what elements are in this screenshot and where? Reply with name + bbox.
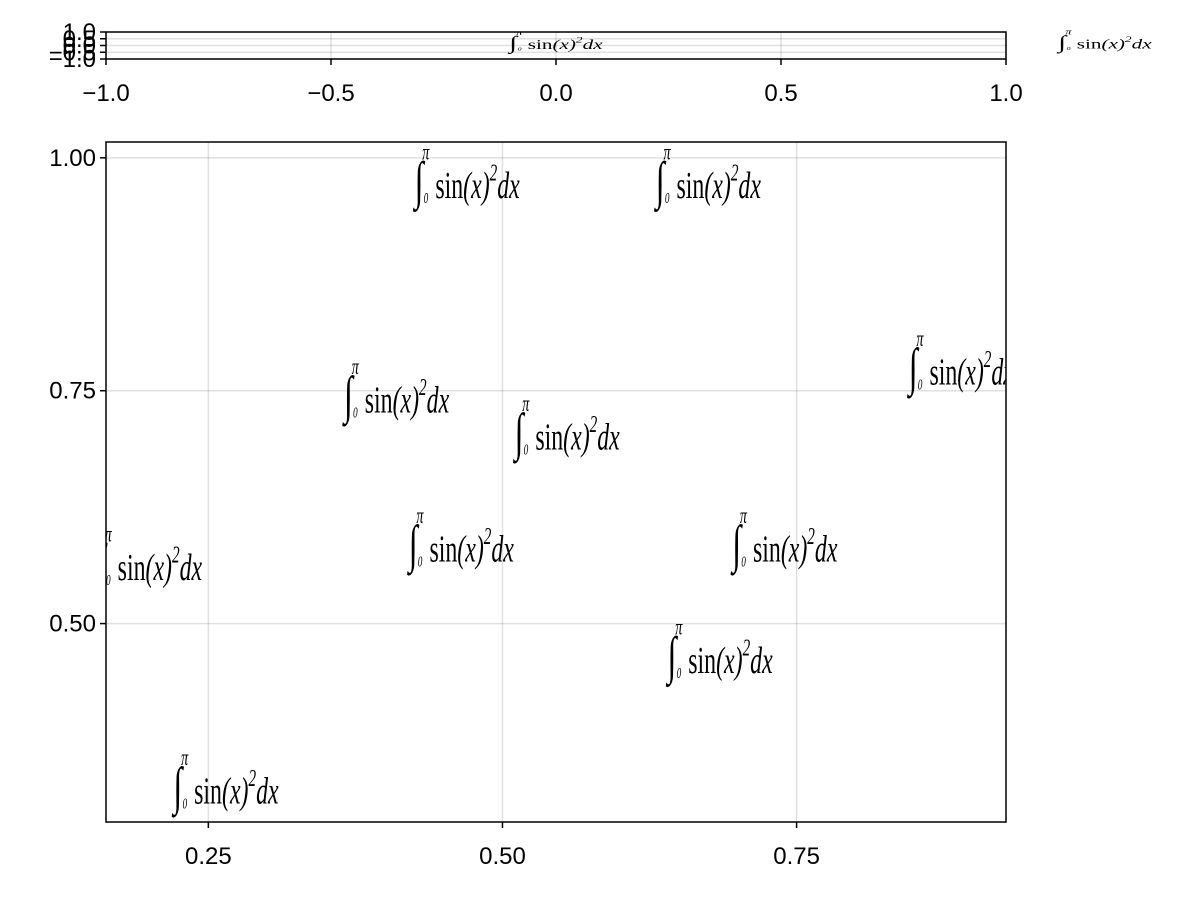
main-grid [106, 142, 1006, 822]
top-y-tick-label: 0.5 [63, 26, 96, 53]
svg-text:∫₀π sin(x)2dx: ∫₀π sin(x)2dx [412, 140, 519, 212]
main-y-tick-label: 1.00 [49, 145, 96, 172]
top-markers: ∫₀π sin(x)2dx [507, 29, 603, 54]
main-integral-marker: ∫₀π sin(x)2dx [665, 615, 772, 687]
top-integral-marker: ∫₀π sin(x)2dx [507, 29, 603, 54]
svg-text:∫₀π sin(x)2dx: ∫₀π sin(x)2dx [171, 746, 278, 818]
top-x-tick-label: −0.5 [307, 80, 354, 107]
svg-text:∫₀π sin(x)2dx: ∫₀π sin(x)2dx [906, 327, 1013, 399]
top-y-ticks: −1.0−0.50.00.51.0 [49, 19, 106, 73]
svg-text:∫₀π sin(x)2dx: ∫₀π sin(x)2dx [730, 504, 837, 576]
svg-text:∫₀π sin(x)2dx: ∫₀π sin(x)2dx [406, 504, 513, 576]
main-integral-marker: ∫₀π sin(x)2dx [412, 140, 519, 212]
main-integral-marker: ∫₀π sin(x)2dx [406, 504, 513, 576]
main-x-tick-label: 0.25 [185, 843, 232, 870]
main-integral-marker: ∫₀π sin(x)2dx [512, 392, 619, 464]
top-x-tick-label: 1.0 [989, 80, 1022, 107]
top-x-tick-label: 0.5 [764, 80, 797, 107]
main-integral-marker: ∫₀π sin(x)2dx [654, 140, 761, 212]
main-integral-marker: ∫₀π sin(x)2dx [95, 522, 202, 594]
top-y-tick-label: 0.0 [63, 33, 96, 60]
svg-text:∫₀π sin(x)2dx: ∫₀π sin(x)2dx [665, 615, 772, 687]
top-x-tick-label: 0.0 [539, 80, 572, 107]
main-integral-marker: ∫₀π sin(x)2dx [171, 746, 278, 818]
svg-text:∫₀π sin(x)2dx: ∫₀π sin(x)2dx [654, 140, 761, 212]
top-right-annotation: ∫₀π sin(x)2dx [1056, 29, 1152, 54]
svg-text:∫₀π sin(x)2dx: ∫₀π sin(x)2dx [1056, 29, 1152, 54]
main-integral-marker: ∫₀π sin(x)2dx [730, 504, 837, 576]
main-x-tick-label: 0.75 [773, 843, 820, 870]
main-markers: ∫₀π sin(x)2dx ∫₀π sin(x)2dx ∫₀π sin(x)2dx ∫… [95, 140, 1013, 818]
top-y-tick-label: −1.0 [49, 46, 96, 73]
top-x-tick-label: −1.0 [82, 80, 129, 107]
top-right-integral-annotation: ∫₀π sin(x)2dx [1056, 29, 1152, 54]
main-y-ticks: 0.50 0.75 1.00 [49, 145, 106, 638]
main-axis: ∫₀π sin(x)2dx ∫₀π sin(x)2dx ∫₀π sin(x)2dx ∫… [49, 140, 1013, 870]
main-axis-frame [105, 141, 1007, 823]
svg-text:∫₀π sin(x)2dx: ∫₀π sin(x)2dx [95, 522, 202, 594]
svg-text:∫₀π sin(x)2dx: ∫₀π sin(x)2dx [507, 29, 603, 54]
top-x-ticks: −1.0 −0.5 0.0 0.5 1.0 [82, 59, 1023, 107]
main-x-tick-label: 0.50 [479, 843, 526, 870]
top-y-tick-label: 1.0 [63, 19, 96, 46]
main-y-tick-label: 0.75 [49, 378, 96, 405]
main-integral-marker: ∫₀π sin(x)2dx [342, 355, 449, 427]
top-axis: ∫₀π sin(x)2dx −1.0 −0.5 0.0 0.5 1.0 −1.0−0.5… [49, 19, 1152, 107]
main-x-ticks: 0.25 0.50 0.75 [185, 822, 820, 870]
main-y-tick-label: 0.50 [49, 611, 96, 638]
top-y-tick-label: −0.5 [49, 39, 96, 66]
svg-text:∫₀π sin(x)2dx: ∫₀π sin(x)2dx [342, 355, 449, 427]
main-integral-marker: ∫₀π sin(x)2dx [906, 327, 1013, 399]
svg-text:∫₀π sin(x)2dx: ∫₀π sin(x)2dx [512, 392, 619, 464]
